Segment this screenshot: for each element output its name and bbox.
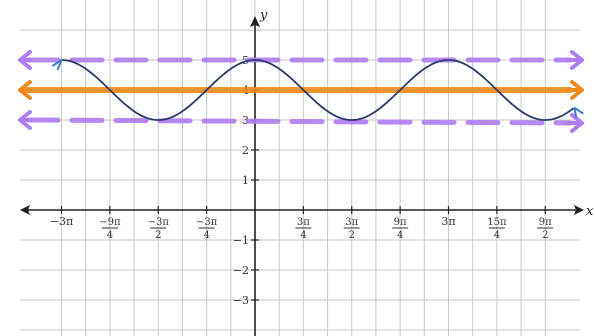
extreme-line bbox=[25, 117, 573, 126]
x-tick-denominator: 4 bbox=[300, 230, 306, 241]
x-tick-numerator: 15π bbox=[487, 217, 507, 228]
cosine-curve bbox=[61, 59, 575, 121]
x-axis-arrow-right bbox=[574, 205, 584, 215]
grid bbox=[20, 0, 580, 336]
x-tick-label: −3π bbox=[50, 215, 73, 228]
x-tick-numerator: −9π bbox=[99, 217, 121, 228]
x-tick-denominator: 4 bbox=[397, 230, 403, 241]
line-arrow-right bbox=[566, 113, 584, 133]
line-arrow-right bbox=[566, 50, 584, 70]
line-arrow-left bbox=[18, 110, 32, 130]
y-tick-label: 2 bbox=[242, 144, 249, 157]
y-tick-label: −2 bbox=[233, 264, 249, 277]
x-tick-denominator: 4 bbox=[494, 230, 500, 241]
line-arrow-left bbox=[18, 80, 32, 100]
x-tick-numerator: −3π bbox=[148, 217, 170, 228]
x-axis-arrow-left bbox=[20, 205, 30, 215]
curve-arrow-right bbox=[573, 106, 584, 118]
line-arrow-right bbox=[566, 80, 584, 100]
x-tick-numerator: 3π bbox=[297, 217, 310, 228]
x-tick-numerator: 3π bbox=[345, 217, 358, 228]
x-tick-numerator: 9π bbox=[539, 217, 552, 228]
x-tick-denominator: 4 bbox=[107, 230, 113, 241]
midline-and-extremes bbox=[18, 50, 584, 133]
y-tick-label: −1 bbox=[233, 234, 249, 247]
x-tick-numerator: −3π bbox=[196, 217, 218, 228]
curve-series bbox=[51, 59, 584, 121]
x-tick-label: 3π bbox=[441, 215, 455, 228]
y-tick-label: 3 bbox=[242, 114, 249, 127]
curve-arrow-left bbox=[51, 59, 63, 71]
y-tick-label: −3 bbox=[233, 294, 249, 307]
y-axis-arrow bbox=[250, 16, 260, 27]
x-tick-denominator: 2 bbox=[155, 230, 161, 241]
axes bbox=[20, 16, 584, 336]
x-tick-denominator: 2 bbox=[542, 230, 548, 241]
x-tick-denominator: 2 bbox=[349, 230, 355, 241]
line-arrow-left bbox=[18, 50, 32, 70]
x-tick-numerator: 9π bbox=[394, 217, 407, 228]
x-tick-denominator: 4 bbox=[203, 230, 209, 241]
x-axis-label: x bbox=[586, 204, 594, 219]
y-tick-label: 1 bbox=[242, 174, 249, 187]
y-axis-label: y bbox=[259, 8, 268, 23]
